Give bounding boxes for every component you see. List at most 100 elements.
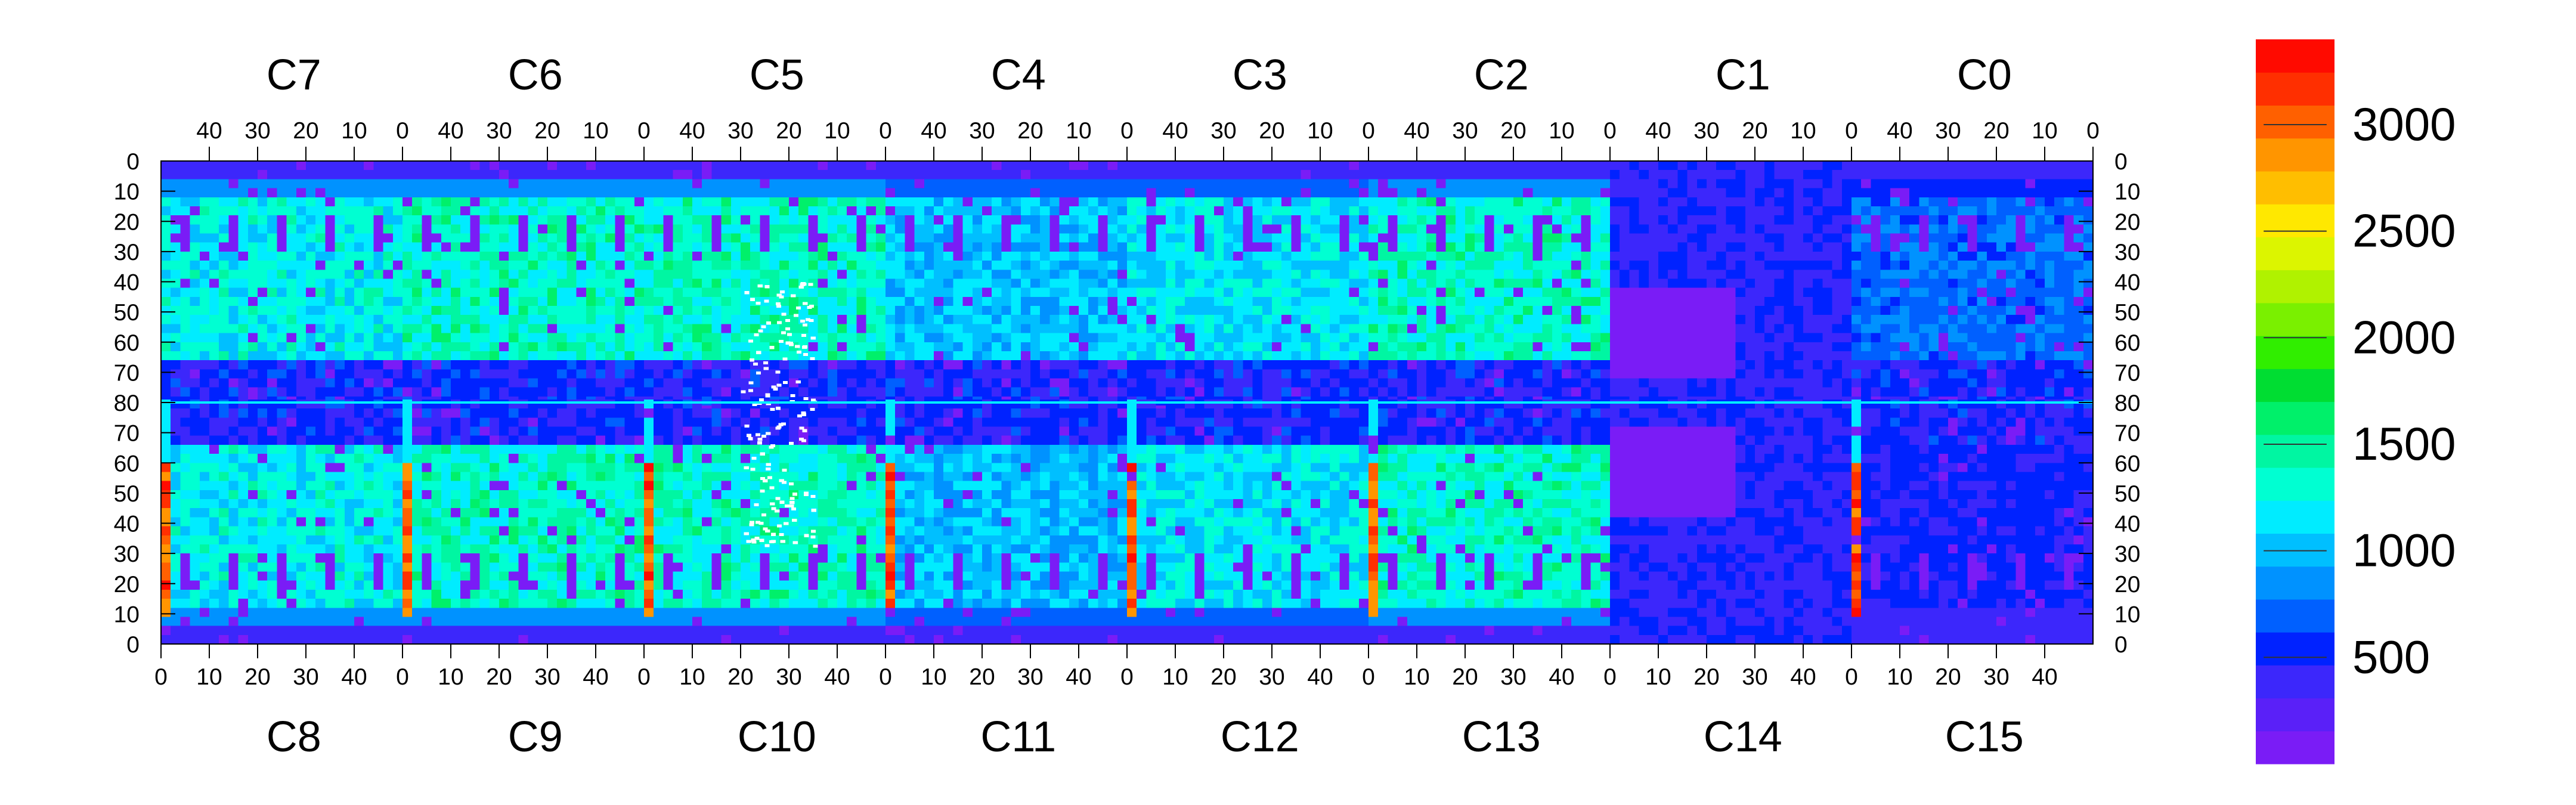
heatmap-cell xyxy=(1088,242,1098,252)
heatmap-cell xyxy=(354,562,364,572)
heatmap-cell xyxy=(528,287,538,297)
heatmap-cell xyxy=(199,634,209,644)
heatmap-cell xyxy=(547,617,558,626)
heatmap-cell xyxy=(644,472,654,481)
heatmap-cell xyxy=(798,571,809,581)
heatmap-cell xyxy=(267,206,277,216)
heatmap-cell xyxy=(992,342,1002,351)
heatmap-cell xyxy=(605,544,615,554)
heatmap-cell xyxy=(238,617,248,626)
heatmap-cell xyxy=(982,526,992,535)
heatmap-cell xyxy=(228,188,239,197)
heatmap-cell xyxy=(847,490,857,499)
heatmap-cell xyxy=(460,535,470,544)
heatmap-cell xyxy=(1020,526,1030,535)
heatmap-cell xyxy=(741,188,751,197)
heatmap-cell xyxy=(383,399,393,409)
heatmap-cell xyxy=(692,351,702,361)
heatmap-cell xyxy=(1127,306,1137,315)
heatmap-cell xyxy=(509,360,519,370)
heatmap-cell xyxy=(431,369,441,379)
heatmap-cell xyxy=(180,296,190,306)
heatmap-cell xyxy=(972,608,982,617)
heatmap-cell xyxy=(489,499,499,509)
heatmap-cell xyxy=(161,287,171,297)
heatmap-cell xyxy=(277,408,287,418)
heatmap-cell xyxy=(258,387,268,397)
heatmap-cell xyxy=(199,589,209,599)
heatmap-cell xyxy=(1059,535,1069,544)
heatmap-cell xyxy=(730,626,741,635)
heatmap-cell xyxy=(992,206,1002,216)
heatmap-cell xyxy=(721,306,731,315)
heatmap-cell xyxy=(615,535,625,544)
heatmap-cell xyxy=(1117,481,1127,490)
heatmap-cell xyxy=(615,206,625,216)
heatmap-cell xyxy=(199,188,209,197)
heatmap-cell xyxy=(412,378,422,388)
heatmap-cell xyxy=(769,634,779,644)
heatmap-cell xyxy=(1040,333,1050,342)
heatmap-cell xyxy=(624,369,634,379)
heatmap-cell xyxy=(769,179,779,188)
heatmap-cell xyxy=(1040,599,1050,608)
heatmap-cell xyxy=(228,342,239,351)
heatmap-cell xyxy=(730,342,741,351)
heatmap-cell xyxy=(663,608,673,617)
heatmap-cell xyxy=(537,179,547,188)
heatmap-cell xyxy=(528,188,538,197)
heatmap-cell xyxy=(412,206,422,216)
heatmap-cell xyxy=(905,270,915,279)
heatmap-cell xyxy=(344,517,354,527)
heatmap-cell xyxy=(895,454,905,463)
heatmap-cell xyxy=(798,306,809,315)
heatmap-cell xyxy=(460,399,470,409)
heatmap-cell xyxy=(509,553,519,563)
heatmap-cell xyxy=(209,242,219,252)
heatmap-cell xyxy=(1001,179,1011,188)
heatmap-cell xyxy=(1030,161,1041,171)
heatmap-cell xyxy=(808,324,818,333)
heatmap-cell xyxy=(199,408,209,418)
heatmap-cell xyxy=(344,242,354,252)
heatmap-cell xyxy=(209,342,219,351)
heatmap-cell xyxy=(634,608,644,617)
heatmap-cell xyxy=(171,580,181,590)
heatmap-cell xyxy=(992,571,1002,581)
heatmap-cell xyxy=(509,499,519,509)
heatmap-cell xyxy=(576,251,586,261)
heatmap-cell xyxy=(818,608,828,617)
heatmap-cell xyxy=(895,378,905,388)
heatmap-cell xyxy=(943,508,953,518)
heatmap-cell xyxy=(856,161,866,171)
heatmap-cell xyxy=(489,599,499,608)
heatmap-cell xyxy=(479,161,490,171)
heatmap-cell xyxy=(267,580,277,590)
heatmap-cell xyxy=(741,360,751,370)
heatmap-cell xyxy=(1049,351,1060,361)
heatmap-cell xyxy=(460,571,470,581)
heatmap-cell xyxy=(470,617,480,626)
heatmap-cell xyxy=(905,351,915,361)
heatmap-cell xyxy=(924,206,934,216)
heatmap-cell xyxy=(837,197,847,206)
heatmap-cell xyxy=(219,508,229,518)
heatmap-cell xyxy=(161,526,171,535)
heatmap-cell xyxy=(886,417,896,427)
heatmap-cell xyxy=(837,261,847,270)
heatmap-cell xyxy=(682,360,692,370)
heatmap-cell xyxy=(586,315,596,324)
heatmap-cell xyxy=(1030,296,1041,306)
heatmap-cell xyxy=(296,499,306,509)
heatmap-cell xyxy=(1079,517,1089,527)
heatmap-cell xyxy=(364,242,374,252)
heatmap-cell xyxy=(557,261,567,270)
heatmap-cell xyxy=(1011,206,1021,216)
heatmap-cell xyxy=(547,188,558,197)
heatmap-cell xyxy=(673,535,683,544)
heatmap-cell xyxy=(866,463,876,472)
heatmap-cell xyxy=(886,378,896,388)
heatmap-cell xyxy=(1020,626,1030,635)
heatmap-cell xyxy=(798,463,809,472)
heatmap-cell xyxy=(566,626,577,635)
